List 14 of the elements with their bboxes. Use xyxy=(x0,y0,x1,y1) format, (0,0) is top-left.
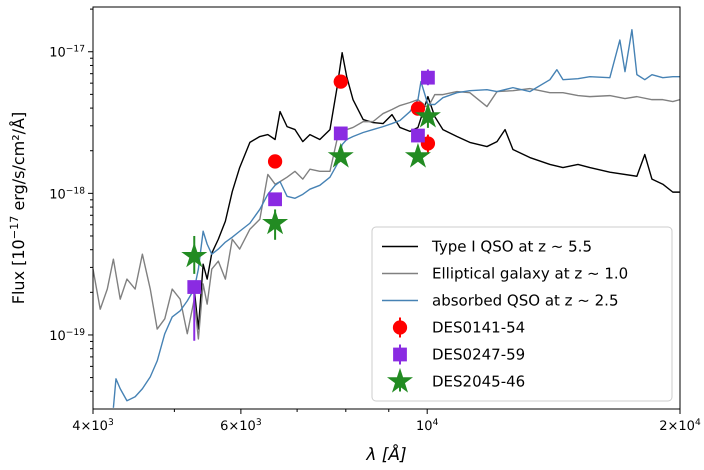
x-tick-label: 4×10$^{3}$ xyxy=(72,418,114,434)
x-axis-title: λ [Å] xyxy=(365,444,407,465)
legend-label: DES2045-46 xyxy=(432,372,526,390)
legend-label: DES0247-59 xyxy=(432,346,526,364)
legend-label: Elliptical galaxy at z ~ 1.0 xyxy=(432,264,628,282)
legend-label: DES0141-54 xyxy=(432,318,526,336)
y-tick-label: 10$^{−18}$ xyxy=(49,186,86,202)
legend-label: absorbed QSO at z ~ 2.5 xyxy=(432,292,618,310)
x-tick-label: 2×10$^{4}$ xyxy=(659,418,701,434)
y-tick-label: 10$^{−19}$ xyxy=(49,328,86,344)
y-tick-label: 10$^{−17}$ xyxy=(49,44,86,61)
x-tick-label: 10$^{4}$ xyxy=(416,418,439,434)
legend-label: Type I QSO at z ~ 5.5 xyxy=(431,238,592,256)
x-tick-label: 6×10$^{3}$ xyxy=(220,418,262,434)
